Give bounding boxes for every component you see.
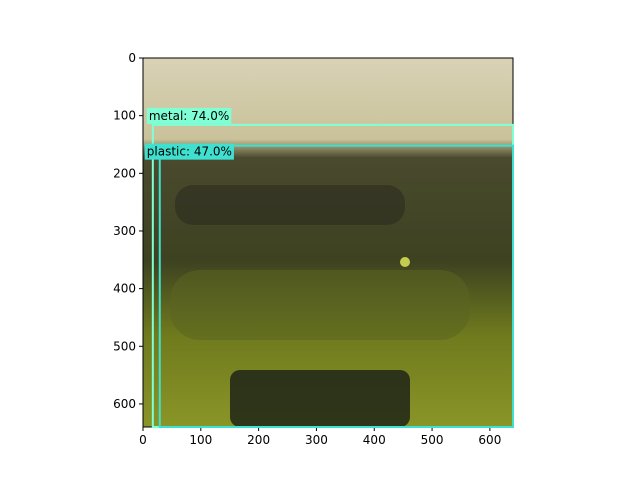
x-tick-label: 500 [421, 433, 444, 447]
label-background [144, 143, 234, 160]
detection-box [158, 144, 514, 428]
y-tick-label: 600 [113, 397, 136, 411]
box-label: plastic: 47.0% [147, 145, 232, 159]
y-tick-label: 0 [128, 51, 136, 65]
y-tick-label: 200 [113, 166, 136, 180]
y-tick-label: 400 [113, 282, 136, 296]
x-tick-label: 100 [189, 433, 212, 447]
label-background [146, 107, 232, 124]
x-tick-label: 600 [478, 433, 501, 447]
x-tick-label: 0 [139, 433, 147, 447]
x-tick-label: 400 [363, 433, 386, 447]
x-tick-label: 300 [305, 433, 328, 447]
y-tick-label: 500 [113, 339, 136, 353]
box-label: metal: 74.0% [149, 109, 229, 123]
photo [143, 58, 513, 427]
x-tick-label: 200 [247, 433, 270, 447]
y-tick-label: 100 [113, 109, 136, 123]
y-tick-label: 300 [113, 224, 136, 238]
